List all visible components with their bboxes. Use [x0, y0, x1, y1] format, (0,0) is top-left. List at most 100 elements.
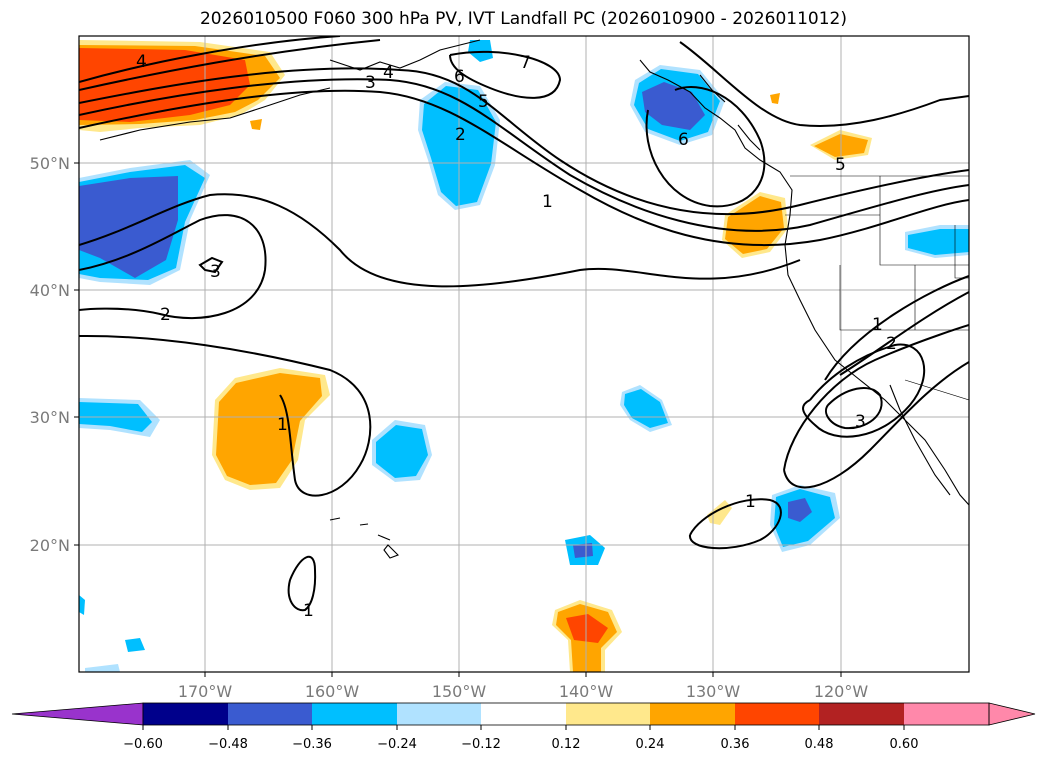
lon-label: 170°W: [178, 682, 233, 701]
contour-label: 1: [277, 415, 288, 435]
anomaly-negative-tiny: [85, 664, 120, 672]
anomaly-negative-small: [624, 389, 668, 428]
anomaly-positive-south: [566, 614, 608, 643]
coast-aleutians: [99, 87, 331, 141]
contour-line: [679, 41, 969, 127]
shading-layer: [79, 40, 969, 672]
colorbar-tick-label: −0.12: [461, 737, 501, 752]
colorbar-segment: [566, 703, 650, 725]
contour-label: 2: [455, 125, 466, 145]
lon-label: 160°W: [305, 682, 360, 701]
gridlines: [79, 36, 969, 672]
anomaly-negative-south: [573, 543, 593, 558]
contour-line: [645, 86, 766, 208]
contour-label: 1: [542, 192, 553, 212]
contour-line: [79, 67, 969, 216]
longitude-labels: 170°W 160°W 150°W 140°W 130°W 120°W: [178, 682, 869, 701]
contour-line: [79, 214, 267, 320]
contour-line: [287, 555, 317, 612]
contour-line: [79, 193, 801, 288]
contour-label: 3: [365, 73, 376, 93]
colorbar-segment: [481, 703, 566, 725]
coast-baja: [889, 384, 951, 496]
colorbar-segment: [312, 703, 397, 725]
colorbar-segment: [735, 703, 819, 725]
contour-label: 4: [383, 63, 394, 83]
colorbar-tick-label: −0.48: [208, 737, 248, 752]
lon-label: 130°W: [686, 682, 741, 701]
contour-label: 1: [303, 601, 314, 621]
colorbar-segment: [397, 703, 481, 725]
lat-label: 30°N: [30, 408, 70, 427]
anomaly-negative-tiny: [125, 638, 145, 652]
colorbar-tick-label: 0.60: [890, 737, 919, 752]
colorbar-extend-high: [988, 702, 1036, 726]
colorbar-tick-label: 0.36: [721, 737, 750, 752]
colorbar: −0.60 −0.48 −0.36 −0.24 −0.12 0.12 0.24 …: [11, 702, 1036, 752]
contour-line: [825, 387, 883, 430]
contour-line: [802, 343, 926, 438]
colorbar-extend-low: [11, 702, 144, 726]
contour-line: [79, 89, 969, 247]
contour-line: [79, 36, 341, 83]
lat-label: 40°N: [30, 281, 70, 300]
contours: [79, 36, 969, 612]
contour-labels: 4 3 4 6 7 5 2 1 6 5 3 2 1 1 2 3 1 1: [136, 52, 897, 621]
colorbar-segment: [143, 703, 228, 725]
contour-line: [79, 78, 969, 232]
contour-label: 6: [678, 130, 689, 150]
colorbar-tick-label: 0.12: [552, 737, 581, 752]
anomaly-negative-hawaii: [376, 425, 428, 478]
coast-north-america: [639, 59, 969, 506]
colorbar-tick-label: −0.24: [377, 737, 417, 752]
colorbar-segment: [819, 703, 904, 725]
coastlines: [99, 39, 969, 559]
colorbar-segment: [650, 703, 735, 725]
colorbar-tick-label: −0.60: [123, 737, 163, 752]
lon-label: 150°W: [432, 682, 487, 701]
colorbar-tick-label: 0.48: [805, 737, 834, 752]
borders: [785, 175, 969, 401]
map-area: 4 3 4 6 7 5 2 1 6 5 3 2 1 1 2 3 1 1: [79, 36, 969, 672]
contour-line: [79, 39, 381, 91]
colorbar-segment: [904, 703, 989, 725]
colorbar-segment: [228, 703, 312, 725]
anomaly-negative-baja: [788, 498, 812, 522]
map-frame: [78, 35, 970, 673]
anomaly-positive-small: [707, 500, 732, 525]
anomaly-negative-inland: [908, 229, 969, 255]
contour-label: 4: [136, 52, 147, 72]
anomaly-negative-ne: [642, 82, 705, 130]
contour-line: [79, 334, 372, 497]
colorbar-tick-label: −0.36: [292, 737, 332, 752]
contour-label: 6: [454, 67, 465, 87]
latitude-labels: 50°N 40°N 30°N 20°N: [30, 154, 70, 555]
figure-title: 2026010500 F060 300 hPa PV, IVT Landfall…: [199, 9, 847, 29]
coast-hawaii: [329, 517, 399, 559]
contour-label: 2: [160, 305, 171, 325]
contour-line: [449, 50, 562, 99]
contour-line: [824, 275, 969, 381]
colorbar-tick-label: 0.24: [636, 737, 665, 752]
anomaly-positive-central: [216, 373, 322, 485]
contour-label: 1: [872, 315, 883, 335]
contour-label: 5: [835, 155, 846, 175]
contour-label: 1: [745, 492, 756, 512]
contour-label: 5: [478, 92, 489, 112]
lon-label: 140°W: [559, 682, 614, 701]
coast-alaska: [329, 39, 481, 71]
anomaly-negative-tiny: [79, 595, 85, 615]
axis-ticks: [74, 162, 842, 677]
lat-label: 20°N: [30, 536, 70, 555]
anomaly-positive-bc: [770, 93, 780, 104]
lat-label: 50°N: [30, 154, 70, 173]
border-states: [785, 176, 969, 401]
contour-line: [783, 324, 969, 489]
contour-label: 2: [886, 334, 897, 354]
contour-label: 7: [520, 53, 531, 73]
contour-label: 3: [210, 262, 221, 282]
anomaly-positive-tiny: [250, 119, 262, 130]
contour-line: [689, 498, 782, 550]
contour-label: 3: [855, 412, 866, 432]
